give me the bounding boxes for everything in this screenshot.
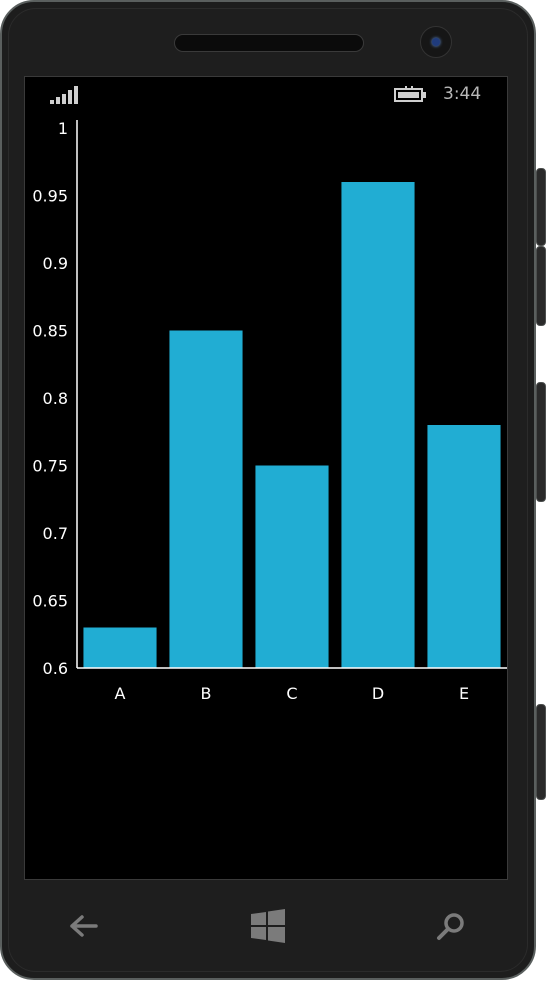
y-tick-label: 1 bbox=[58, 119, 68, 138]
y-tick-label: 0.9 bbox=[43, 254, 68, 273]
earpiece-speaker bbox=[174, 34, 364, 52]
y-tick-label: 0.7 bbox=[43, 524, 68, 543]
bar-a bbox=[83, 627, 157, 668]
bar-d bbox=[341, 182, 415, 668]
y-tick-label: 0.65 bbox=[32, 592, 68, 611]
x-tick-label: E bbox=[459, 684, 469, 703]
y-tick-label: 0.75 bbox=[32, 457, 68, 476]
front-camera-icon bbox=[420, 26, 452, 58]
bar-b bbox=[169, 330, 243, 668]
y-tick-label: 0.8 bbox=[43, 389, 68, 408]
x-tick-label: C bbox=[286, 684, 297, 703]
bar-e bbox=[427, 425, 501, 668]
y-tick-label: 0.6 bbox=[43, 659, 68, 678]
x-tick-label: B bbox=[201, 684, 212, 703]
signal-bars-icon bbox=[50, 86, 78, 104]
y-tick-label: 0.95 bbox=[32, 187, 68, 206]
status-time: 3:44 bbox=[443, 84, 482, 104]
windows-logo-icon[interactable] bbox=[248, 906, 288, 946]
search-icon[interactable] bbox=[432, 906, 472, 946]
bar-c bbox=[255, 465, 329, 668]
back-arrow-icon[interactable] bbox=[64, 906, 104, 946]
y-tick-label: 0.85 bbox=[32, 322, 68, 341]
x-tick-label: A bbox=[115, 684, 126, 703]
x-tick-label: D bbox=[372, 684, 384, 703]
battery-charging-icon bbox=[394, 86, 426, 102]
